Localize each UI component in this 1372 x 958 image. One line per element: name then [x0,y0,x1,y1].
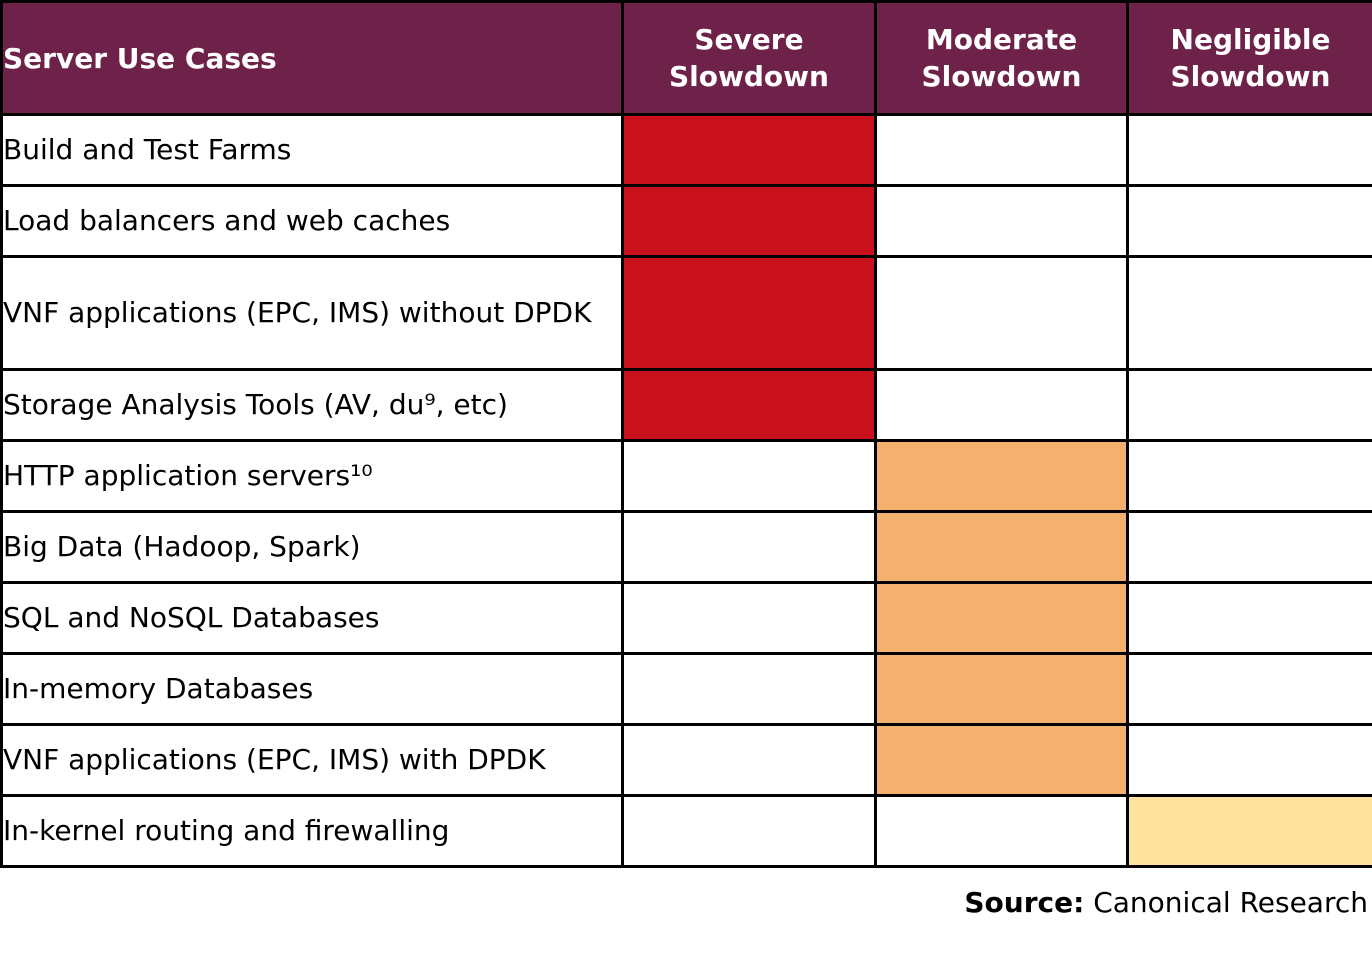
server-slowdown-table: Server Use Cases Severe Slowdown Moderat… [0,0,1372,868]
cell-moderate [874,510,1129,584]
source-label: Source: [964,886,1085,919]
cell-moderate [874,255,1129,371]
source-value: Canonical Research [1093,886,1368,919]
cell-severe [621,652,877,726]
cell-negligible [1126,184,1372,258]
table-row: Load balancers and web caches [0,184,1372,258]
cell-severe [621,439,877,513]
column-header-severe: Severe Slowdown [621,0,877,116]
cell-severe [621,510,877,584]
cell-moderate [874,581,1129,655]
cell-moderate [874,368,1129,442]
cell-severe [621,368,877,442]
use-case-label: Big Data (Hadoop, Spark) [0,510,624,584]
cell-negligible [1126,510,1372,584]
cell-moderate [874,113,1129,187]
cell-moderate [874,652,1129,726]
cell-negligible [1126,652,1372,726]
use-case-label: VNF applications (EPC, IMS) without DPDK [0,255,624,371]
table-row: In-kernel routing and firewalling [0,794,1372,868]
cell-severe [621,581,877,655]
table-row: In-memory Databases [0,652,1372,726]
table-row: HTTP application servers¹⁰ [0,439,1372,513]
column-header-use-cases: Server Use Cases [0,0,624,116]
use-case-label: HTTP application servers¹⁰ [0,439,624,513]
cell-severe [621,794,877,868]
cell-negligible [1126,368,1372,442]
cell-negligible [1126,723,1372,797]
table-body: Build and Test Farms Load balancers and … [0,113,1372,868]
cell-negligible [1126,255,1372,371]
table-row: VNF applications (EPC, IMS) with DPDK [0,723,1372,797]
table-row: Build and Test Farms [0,113,1372,187]
column-header-moderate: Moderate Slowdown [874,0,1129,116]
table-row: SQL and NoSQL Databases [0,581,1372,655]
use-case-label: VNF applications (EPC, IMS) with DPDK [0,723,624,797]
table-row: Big Data (Hadoop, Spark) [0,510,1372,584]
use-case-label: In-kernel routing and firewalling [0,794,624,868]
use-case-label: Load balancers and web caches [0,184,624,258]
cell-negligible [1126,439,1372,513]
cell-severe [621,184,877,258]
table-header: Server Use Cases Severe Slowdown Moderat… [0,0,1372,116]
cell-severe [621,255,877,371]
use-case-label: In-memory Databases [0,652,624,726]
cell-moderate [874,723,1129,797]
cell-moderate [874,794,1129,868]
cell-moderate [874,184,1129,258]
header-row: Server Use Cases Severe Slowdown Moderat… [0,0,1372,116]
cell-negligible [1126,794,1372,868]
cell-negligible [1126,581,1372,655]
use-case-label: Build and Test Farms [0,113,624,187]
table-row: Storage Analysis Tools (AV, du⁹, etc) [0,368,1372,442]
column-header-negligible: Negligible Slowdown [1126,0,1372,116]
source-note: Source: Canonical Research [0,884,1372,922]
cell-moderate [874,439,1129,513]
cell-severe [621,113,877,187]
cell-severe [621,723,877,797]
table-row: VNF applications (EPC, IMS) without DPDK [0,255,1372,371]
cell-negligible [1126,113,1372,187]
use-case-label: Storage Analysis Tools (AV, du⁹, etc) [0,368,624,442]
use-case-label: SQL and NoSQL Databases [0,581,624,655]
